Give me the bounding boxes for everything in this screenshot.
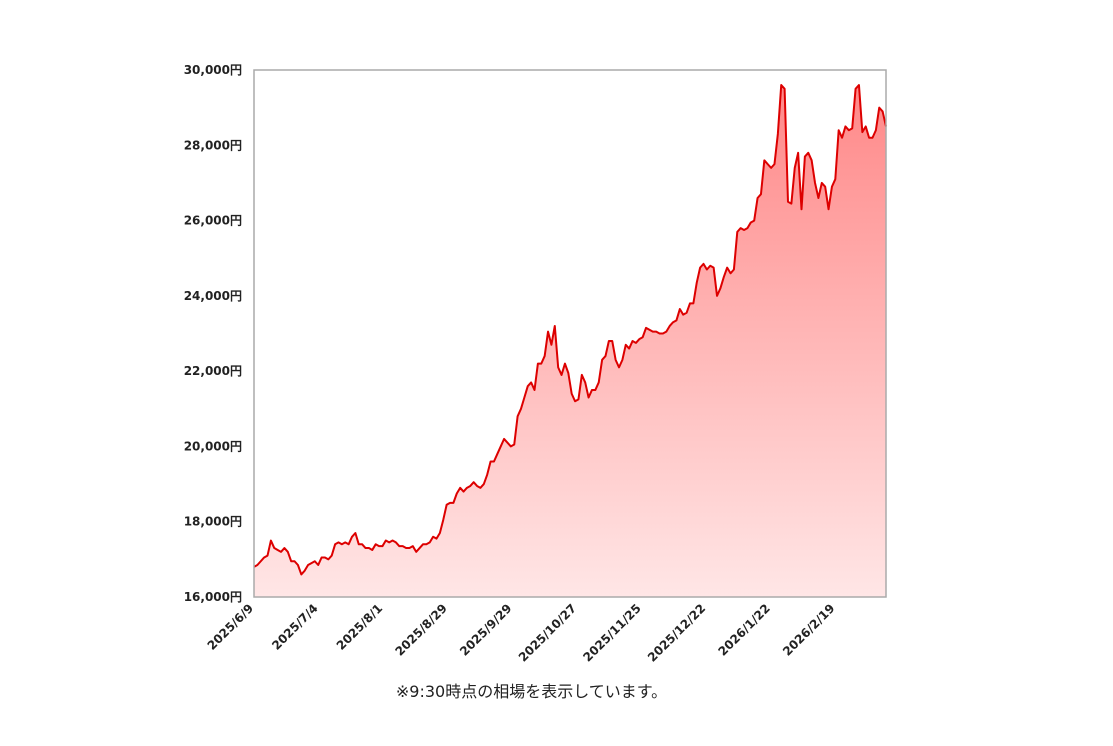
- y-axis-ticks: 16,000円 18,000円 20,000円 22,000円 24,000円 26,00…: [184, 63, 242, 604]
- y-tick-label: 28,000円: [184, 138, 242, 152]
- x-tick-label: 2025/12/22: [645, 601, 708, 664]
- x-tick-label: 2026/2/19: [780, 601, 837, 658]
- y-tick-label: 26,000円: [184, 214, 242, 228]
- y-tick-label: 20,000円: [184, 439, 242, 453]
- x-tick-label: 2025/10/27: [516, 601, 579, 664]
- x-tick-label: 2025/7/4: [269, 601, 321, 653]
- x-tick-label: 2025/11/25: [580, 601, 643, 664]
- x-tick-label: 2025/8/29: [392, 601, 449, 658]
- y-tick-label: 24,000円: [184, 289, 242, 303]
- x-tick-label: 2026/1/22: [715, 601, 772, 658]
- price-area: [254, 85, 886, 597]
- y-tick-label: 22,000円: [184, 364, 242, 378]
- footnote: ※9:30時点の相場を表示しています。: [395, 682, 668, 701]
- y-tick-label: 16,000円: [184, 590, 242, 604]
- price-line: [253, 84, 887, 576]
- x-tick-label: 2025/8/1: [334, 601, 386, 653]
- plot-frame: [253, 69, 887, 598]
- y-tick-label: 30,000円: [184, 63, 242, 77]
- y-tick-label: 18,000円: [184, 515, 242, 529]
- x-tick-label: 2025/6/9: [205, 601, 257, 653]
- x-axis-ticks: 2025/6/9 2025/7/4 2025/8/1 2025/8/29 2025/9/…: [205, 601, 838, 664]
- x-tick-label: 2025/9/29: [457, 601, 514, 658]
